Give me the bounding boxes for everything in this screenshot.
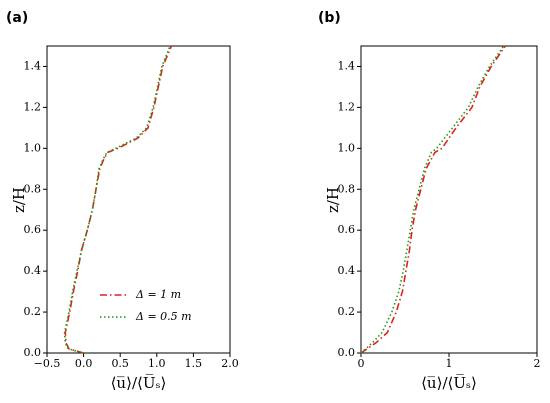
y-axis-label: z/H [10, 187, 28, 213]
legend-label: Δ = 1 m [135, 288, 181, 301]
x-axis-label: ⟨u̅⟩/⟨U̅ₛ⟩ [421, 373, 477, 392]
y-tick-label: 0.2 [338, 305, 356, 318]
y-tick-label: 0.0 [338, 346, 356, 359]
x-tick-label: 2.0 [221, 357, 239, 370]
line-series [63, 45, 171, 354]
y-tick-label: 1.0 [24, 141, 42, 154]
y-tick-label: 0.2 [24, 305, 42, 318]
x-tick-label: 1.0 [148, 357, 166, 370]
y-tick-label: 0.4 [338, 264, 356, 277]
y-tick-label: 0.6 [338, 223, 356, 236]
y-tick-label: 1.2 [24, 100, 42, 113]
legend-label: Δ = 0.5 m [135, 310, 192, 323]
x-tick-label: 1.5 [185, 357, 203, 370]
panel-label: (b) [318, 10, 341, 26]
y-tick-label: 1.4 [24, 59, 42, 72]
x-tick-label: 2 [534, 357, 541, 370]
y-tick-label: 1.4 [338, 59, 356, 72]
line-series [360, 45, 505, 354]
y-tick-label: 0.8 [338, 182, 356, 195]
x-tick-label: 0.5 [111, 357, 129, 370]
y-axis-label: z/H [324, 187, 342, 213]
y-tick-label: 0.6 [24, 223, 42, 236]
plot-frame [360, 45, 538, 354]
y-tick-label: 1.2 [338, 100, 356, 113]
plot-frame [46, 45, 231, 354]
x-tick-label: 1 [446, 357, 453, 370]
y-tick-label: 0.0 [24, 346, 42, 359]
x-tick-label: −0.5 [34, 357, 61, 370]
panel-label: (a) [6, 10, 28, 26]
x-axis-label: ⟨u̅⟩/⟨U̅ₛ⟩ [111, 373, 167, 392]
y-tick-label: 0.4 [24, 264, 42, 277]
line-series [360, 45, 506, 354]
line-series [64, 45, 173, 354]
x-tick-label: 0 [358, 357, 365, 370]
y-tick-label: 0.8 [24, 182, 42, 195]
y-tick-label: 1.0 [338, 141, 356, 154]
x-tick-label: 0.0 [75, 357, 93, 370]
